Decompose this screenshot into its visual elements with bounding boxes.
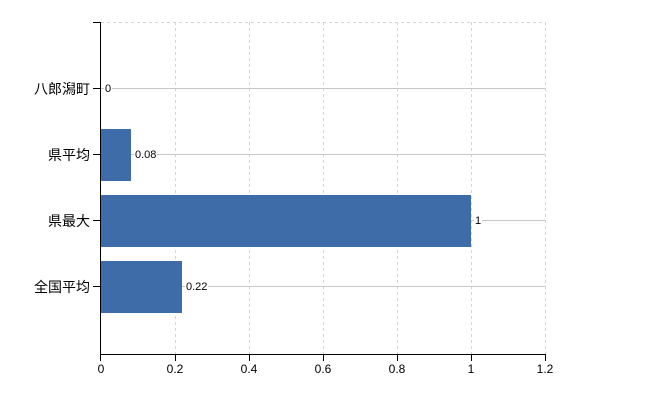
plot-right-border — [545, 22, 546, 354]
x-tick-mark — [397, 355, 398, 361]
x-tick-label: 0 — [97, 362, 105, 376]
v-gridline — [471, 22, 472, 354]
category-label: 県最大 — [48, 213, 90, 229]
v-gridline — [175, 22, 176, 354]
x-tick-label: 0.2 — [166, 362, 184, 376]
x-tick-mark — [100, 355, 101, 361]
h-gridline — [101, 88, 545, 89]
h-gridline — [101, 154, 545, 155]
value-label: 0 — [104, 82, 113, 96]
value-label: 1 — [474, 214, 483, 228]
x-tick-label: 0.6 — [314, 362, 332, 376]
x-tick-mark — [249, 355, 250, 361]
bar-national-average — [101, 261, 182, 313]
y-axis-end-tick — [93, 22, 100, 23]
x-tick-label: 1.2 — [536, 362, 554, 376]
value-label: 0.22 — [185, 280, 209, 294]
bar-pref-average — [101, 129, 131, 181]
category-label: 県平均 — [48, 147, 90, 163]
y-tick-mark — [93, 286, 100, 287]
x-tick-mark — [323, 355, 324, 361]
category-label: 全国平均 — [34, 279, 90, 295]
bar-pref-max — [101, 195, 471, 247]
category-label: 八郎潟町 — [34, 81, 90, 97]
x-tick-mark — [545, 355, 546, 361]
v-gridline — [323, 22, 324, 354]
h-gridline — [101, 286, 545, 287]
x-tick-label: 0.8 — [388, 362, 406, 376]
y-tick-mark — [93, 220, 100, 221]
y-tick-mark — [93, 88, 100, 89]
x-tick-mark — [175, 355, 176, 361]
x-axis-line — [100, 354, 546, 355]
value-label: 0.08 — [134, 148, 158, 162]
v-gridline — [397, 22, 398, 354]
x-tick-label: 1 — [467, 362, 475, 376]
x-tick-label: 0.4 — [240, 362, 258, 376]
v-gridline — [249, 22, 250, 354]
y-axis-line — [100, 22, 101, 355]
x-tick-mark — [471, 355, 472, 361]
y-tick-mark — [93, 154, 100, 155]
